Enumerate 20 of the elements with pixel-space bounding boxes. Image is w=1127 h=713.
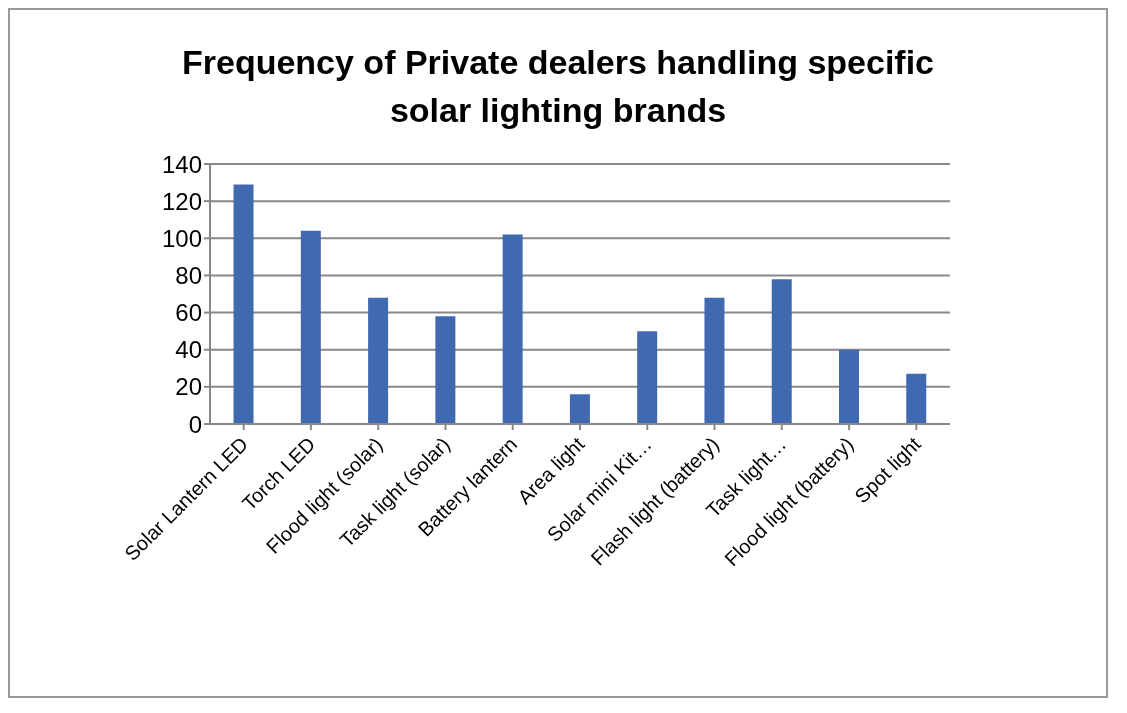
- bar: [771, 279, 792, 424]
- bar: [569, 394, 590, 424]
- y-tick-label: 120: [161, 187, 202, 215]
- bar: [233, 184, 254, 424]
- y-tick-label: 40: [175, 336, 202, 364]
- chart-title: Frequency of Private dealers handling specific solar lighting brands: [181, 42, 935, 131]
- y-tick-label: 140: [161, 150, 202, 178]
- bar: [502, 234, 523, 424]
- bar: [839, 349, 859, 424]
- bar: [637, 331, 658, 424]
- bar: [435, 316, 456, 424]
- y-tick-label: 0: [188, 410, 202, 438]
- y-tick-label: 60: [175, 299, 202, 327]
- bar: [368, 297, 389, 424]
- y-tick-label: 100: [161, 224, 202, 252]
- bar: [300, 230, 321, 424]
- y-tick-label: 80: [175, 261, 202, 289]
- bar: [906, 373, 927, 424]
- bar: [704, 297, 725, 424]
- y-tick-label: 20: [175, 373, 202, 401]
